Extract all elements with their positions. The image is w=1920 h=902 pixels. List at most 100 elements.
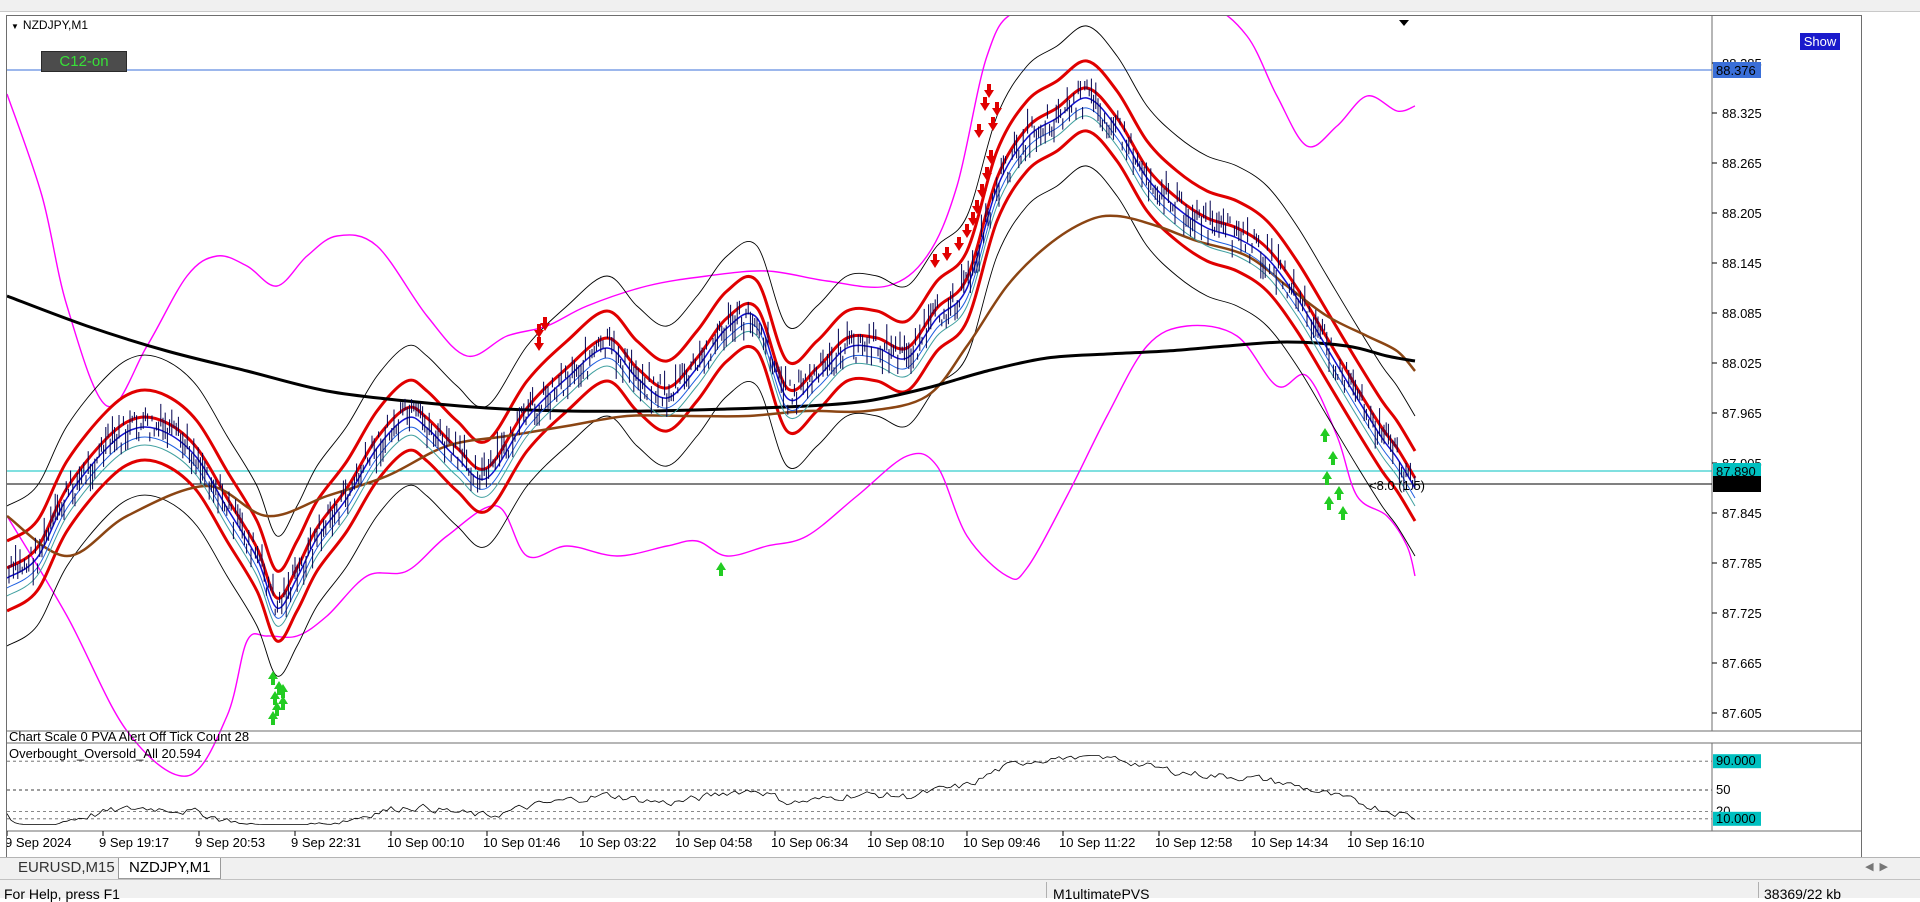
price-axis-label: 88.265 — [1722, 156, 1762, 171]
sell-signal-arrow — [954, 237, 964, 251]
buy-signal-arrow — [1320, 428, 1330, 442]
chart-canvas[interactable]: 88.38588.32588.26588.20588.14588.08588.0… — [7, 16, 1861, 857]
sell-signal-arrow — [986, 150, 996, 164]
time-axis-label: 10 Sep 06:34 — [771, 835, 848, 850]
buy-signal-arrow — [1328, 451, 1338, 465]
sell-signal-arrow — [942, 247, 952, 261]
status-help-text: For Help, press F1 — [4, 886, 120, 902]
time-axis-label: 9 Sep 20:53 — [195, 835, 265, 850]
time-axis: 9 Sep 2024 9 Sep 19:17 9 Sep 20:53 9 Sep 22… — [7, 830, 1861, 850]
time-axis-label: 10 Sep 11:22 — [1059, 835, 1135, 850]
buy-signal-arrow — [272, 702, 282, 716]
status-separator — [1758, 882, 1759, 898]
upper-envelope-line — [7, 16, 1416, 408]
buy-signal-arrow — [1338, 506, 1348, 520]
chart-window[interactable]: ▼NZDJPY,M1 88.38588.32588.26588.20588.14… — [6, 15, 1862, 858]
sell-signal-arrow — [980, 97, 990, 111]
blue-fast-moving-average — [7, 107, 1416, 619]
buy-signal-arrow — [270, 691, 280, 705]
price-axis-label: 87.605 — [1722, 706, 1762, 721]
show-button[interactable]: Show — [1800, 33, 1840, 50]
sell-signal-arrow — [930, 254, 940, 268]
sell-signal-arrow — [968, 212, 978, 226]
chart-tab[interactable]: EURUSD,M15 — [18, 859, 115, 876]
oscillator-level-tag — [1713, 811, 1761, 826]
time-axis-label: 10 Sep 00:10 — [387, 835, 464, 850]
price-axis-label: 88.085 — [1722, 306, 1762, 321]
price-axis-label: 87.725 — [1722, 606, 1762, 621]
lower-envelope-line — [7, 324, 1416, 777]
buy-signal-arrow — [716, 562, 726, 576]
time-axis-label: 9 Sep 19:17 — [99, 835, 169, 850]
oscillator-line — [7, 755, 1416, 825]
price-axis-label: 88.205 — [1722, 206, 1762, 221]
red-moving-average — [7, 86, 1417, 600]
toolbar-strip — [0, 0, 1920, 12]
price-axis-label: 88.325 — [1722, 106, 1762, 121]
upper-red-band — [7, 59, 1417, 573]
lower-red-band — [7, 129, 1417, 643]
sell-signal-arrow — [992, 102, 1002, 116]
time-axis-label: 10 Sep 12:58 — [1155, 835, 1232, 850]
teal-moving-average — [7, 115, 1416, 627]
sell-signal-arrow — [962, 224, 972, 238]
price-annotation: <8.0 (1.5) — [1369, 478, 1425, 493]
buy-signal-arrow — [278, 696, 288, 710]
sell-signal-arrow — [534, 337, 544, 351]
price-tag-blue — [1713, 62, 1761, 78]
price-axis-label: 88.025 — [1722, 356, 1762, 371]
chart-title: ▼ NZDJPY,M1 — [11, 18, 88, 32]
sell-signal-arrow — [982, 167, 992, 181]
price-axis-label: 87.965 — [1722, 406, 1762, 421]
sell-signal-arrow — [972, 200, 982, 214]
upper-bollinger-band — [7, 25, 1416, 537]
dropdown-triangle-icon[interactable]: ▼ — [11, 22, 19, 31]
price-tag-label: 87.890 — [1716, 464, 1756, 479]
brown-moving-average — [7, 214, 1416, 558]
time-axis-label: 9 Sep 22:31 — [291, 835, 361, 850]
buy-signal-arrow — [1322, 471, 1332, 485]
sell-signal-arrow — [974, 124, 984, 138]
price-tag-cyan — [1713, 463, 1761, 479]
status-separator — [1046, 882, 1047, 898]
chart-tab[interactable]: NZDJPY,M1 — [118, 858, 222, 879]
time-axis-label: 10 Sep 04:58 — [675, 835, 752, 850]
time-axis-label: 10 Sep 14:34 — [1251, 835, 1328, 850]
oscillator-subwindow: Chart Scale 0 PVA Alert Off Tick Count 2… — [7, 729, 1861, 831]
tab-scroll-arrows-icon[interactable]: ◀▶ — [1865, 861, 1894, 873]
buy-signal-arrow — [1334, 486, 1344, 500]
black-slow-moving-average — [7, 294, 1416, 413]
buy-signal-arrow — [278, 684, 288, 698]
buy-signal-arrow — [1324, 496, 1334, 510]
buy-signal-arrow — [268, 711, 278, 725]
price-tag-label: 87.875 — [1716, 477, 1756, 492]
time-axis-label: 10 Sep 08:10 — [867, 835, 944, 850]
time-axis-label: 10 Sep 01:46 — [483, 835, 560, 850]
time-axis-label: 9 Sep 2024 — [7, 835, 72, 850]
main-price-pane: 88.38588.32588.26588.20588.14588.08588.0… — [7, 16, 1762, 777]
chart-tab-bar: EURUSD,M15 NZDJPY,M1 ◀▶ — [0, 857, 1920, 879]
chart-symbol-label: NZDJPY,M1 — [22, 18, 89, 32]
sell-signal-arrow — [984, 84, 994, 98]
sell-signal-arrow — [540, 317, 550, 331]
sell-signal-arrow — [534, 324, 544, 338]
oscillator-indicator-label: Overbought_Oversold_All 20.594 — [9, 746, 201, 761]
time-axis-label: 10 Sep 03:22 — [579, 835, 656, 850]
status-bar: For Help, press F1 M1ultimatePVS 38369/2… — [0, 879, 1920, 902]
status-connection-traffic: 38369/22 kb — [1764, 886, 1842, 902]
subwindow-info-line: Chart Scale 0 PVA Alert Off Tick Count 2… — [9, 729, 249, 744]
oscillator-level-tag-label: 10.000 — [1716, 811, 1756, 826]
price-axis-label: 88.145 — [1722, 256, 1762, 271]
buy-signal-arrow — [274, 681, 284, 695]
price-axis-label: 87.665 — [1722, 656, 1762, 671]
oscillator-axis-label: 50 — [1716, 782, 1730, 797]
chart-shift-marker-icon — [1399, 20, 1409, 26]
buy-signal-arrow — [268, 671, 278, 685]
c12-status-badge[interactable]: C12-on — [41, 51, 127, 72]
price-candles — [8, 78, 1416, 618]
price-axis-label: 87.845 — [1722, 506, 1762, 521]
sell-signal-arrow — [977, 184, 987, 198]
time-axis-label: 10 Sep 16:10 — [1347, 835, 1424, 850]
lower-bollinger-band — [7, 165, 1416, 677]
status-profile-name: M1ultimatePVS — [1053, 886, 1150, 902]
